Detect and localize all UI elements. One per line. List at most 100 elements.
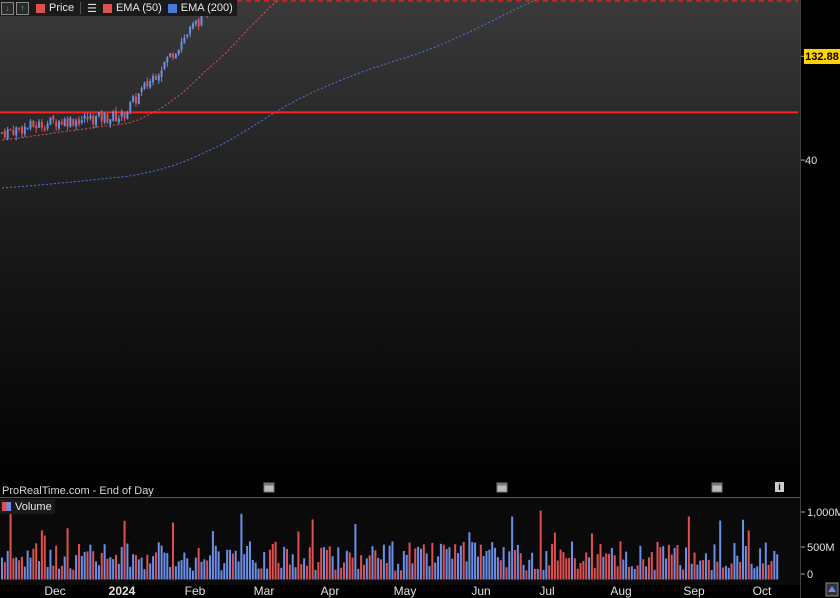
volume-bar (722, 567, 725, 580)
volume-bar (83, 551, 86, 580)
volume-bar (773, 550, 776, 580)
up-arrow-icon[interactable]: ↑ (16, 1, 29, 15)
volume-tick-label: 0 (807, 569, 813, 581)
volume-bar (411, 563, 414, 580)
volume-bar (365, 558, 368, 580)
volume-bar (80, 555, 83, 580)
volume-bar (382, 544, 385, 580)
volume-bar (710, 570, 713, 580)
volume-bar (134, 555, 137, 580)
x-axis-label: Oct (753, 584, 772, 598)
volume-bar (454, 544, 457, 580)
candle (92, 115, 95, 125)
info-icon[interactable] (775, 482, 784, 492)
candle (40, 122, 43, 128)
volume-bar (659, 547, 662, 580)
volume-bar (177, 561, 180, 580)
volume-bar (422, 544, 425, 580)
volume-bar (174, 566, 177, 580)
volume-bar (100, 552, 103, 580)
menu-icon[interactable]: ☰ (87, 2, 97, 15)
price-tick-label: 40 (805, 155, 817, 167)
volume-bar (154, 552, 157, 580)
candle (194, 20, 197, 25)
volume-bar (89, 544, 92, 580)
volume-bar (511, 516, 514, 580)
candle (58, 121, 60, 129)
volume-bar (474, 542, 477, 580)
volume-bar (528, 559, 531, 580)
legend-ema50[interactable]: EMA (50) (102, 2, 162, 14)
volume-bar (388, 545, 391, 580)
volume-bar (280, 567, 283, 580)
volume-bar (348, 552, 351, 580)
volume-bar (428, 566, 431, 580)
volume-bar (206, 560, 209, 580)
volume-bar (419, 548, 422, 580)
legend-volume[interactable]: Volume (0, 499, 55, 514)
candle (200, 11, 203, 26)
volume-bar (106, 558, 109, 580)
candle (95, 115, 98, 126)
volume-bar (343, 562, 345, 580)
candle (117, 118, 120, 123)
volume-bar (115, 554, 117, 580)
volume-bar (650, 551, 653, 580)
volume-bar (468, 532, 471, 580)
volume-bar (3, 562, 6, 580)
volume-bar (494, 547, 497, 580)
volume-bar (716, 561, 719, 580)
volume-bar (75, 555, 78, 580)
volume-bar (143, 569, 146, 580)
volume-bar (12, 558, 15, 580)
watermark: ProRealTime.com - End of Day (2, 485, 154, 497)
volume-bar (639, 545, 642, 580)
volume-bar (476, 556, 479, 580)
volume-bar (72, 569, 75, 580)
volume-bar (548, 565, 551, 580)
volume-bar (593, 568, 596, 580)
legend-ema200[interactable]: EMA (200) (167, 2, 237, 14)
volume-bar (231, 553, 234, 580)
volume-bar (676, 544, 679, 580)
volume-bar (496, 557, 499, 580)
legend-ema200-label: EMA (200) (180, 2, 233, 14)
candle (43, 128, 46, 130)
scroll-up-arrow (828, 586, 836, 592)
volume-bar (240, 513, 243, 580)
volume-bar (462, 541, 465, 580)
volume-bar (582, 560, 585, 580)
volume-bar (656, 541, 659, 580)
volume-bar (200, 561, 203, 580)
volume-bar (380, 559, 383, 580)
volume-bar (531, 552, 534, 580)
volume-bar (622, 559, 625, 580)
volume-bar (140, 557, 143, 580)
down-arrow-icon[interactable]: ↓ (1, 1, 14, 15)
volume-bar (340, 567, 343, 580)
volume-bar (442, 544, 445, 580)
volume-bar (29, 557, 32, 580)
volume-bar (120, 546, 123, 580)
volume-bar (320, 547, 323, 580)
volume-bar (40, 530, 43, 580)
volume-bar (146, 554, 149, 580)
volume-bar (696, 564, 699, 580)
legend-price[interactable]: Price (36, 2, 74, 14)
volume-bar (234, 550, 237, 580)
volume-bar (246, 546, 249, 580)
volume-bar (237, 561, 240, 580)
volume-bar (209, 555, 212, 580)
volume-bar (764, 542, 767, 580)
volume-bar (95, 561, 98, 580)
volume-bar (724, 565, 727, 580)
volume-bar (687, 516, 690, 580)
volume-bar (345, 550, 348, 580)
volume-bar (97, 565, 100, 580)
volume-bar (297, 531, 300, 580)
volume-bar (451, 558, 454, 580)
volume-bar (682, 569, 685, 580)
volume-bar (756, 566, 759, 580)
volume-bar (77, 543, 80, 580)
volume-bar (673, 547, 676, 580)
